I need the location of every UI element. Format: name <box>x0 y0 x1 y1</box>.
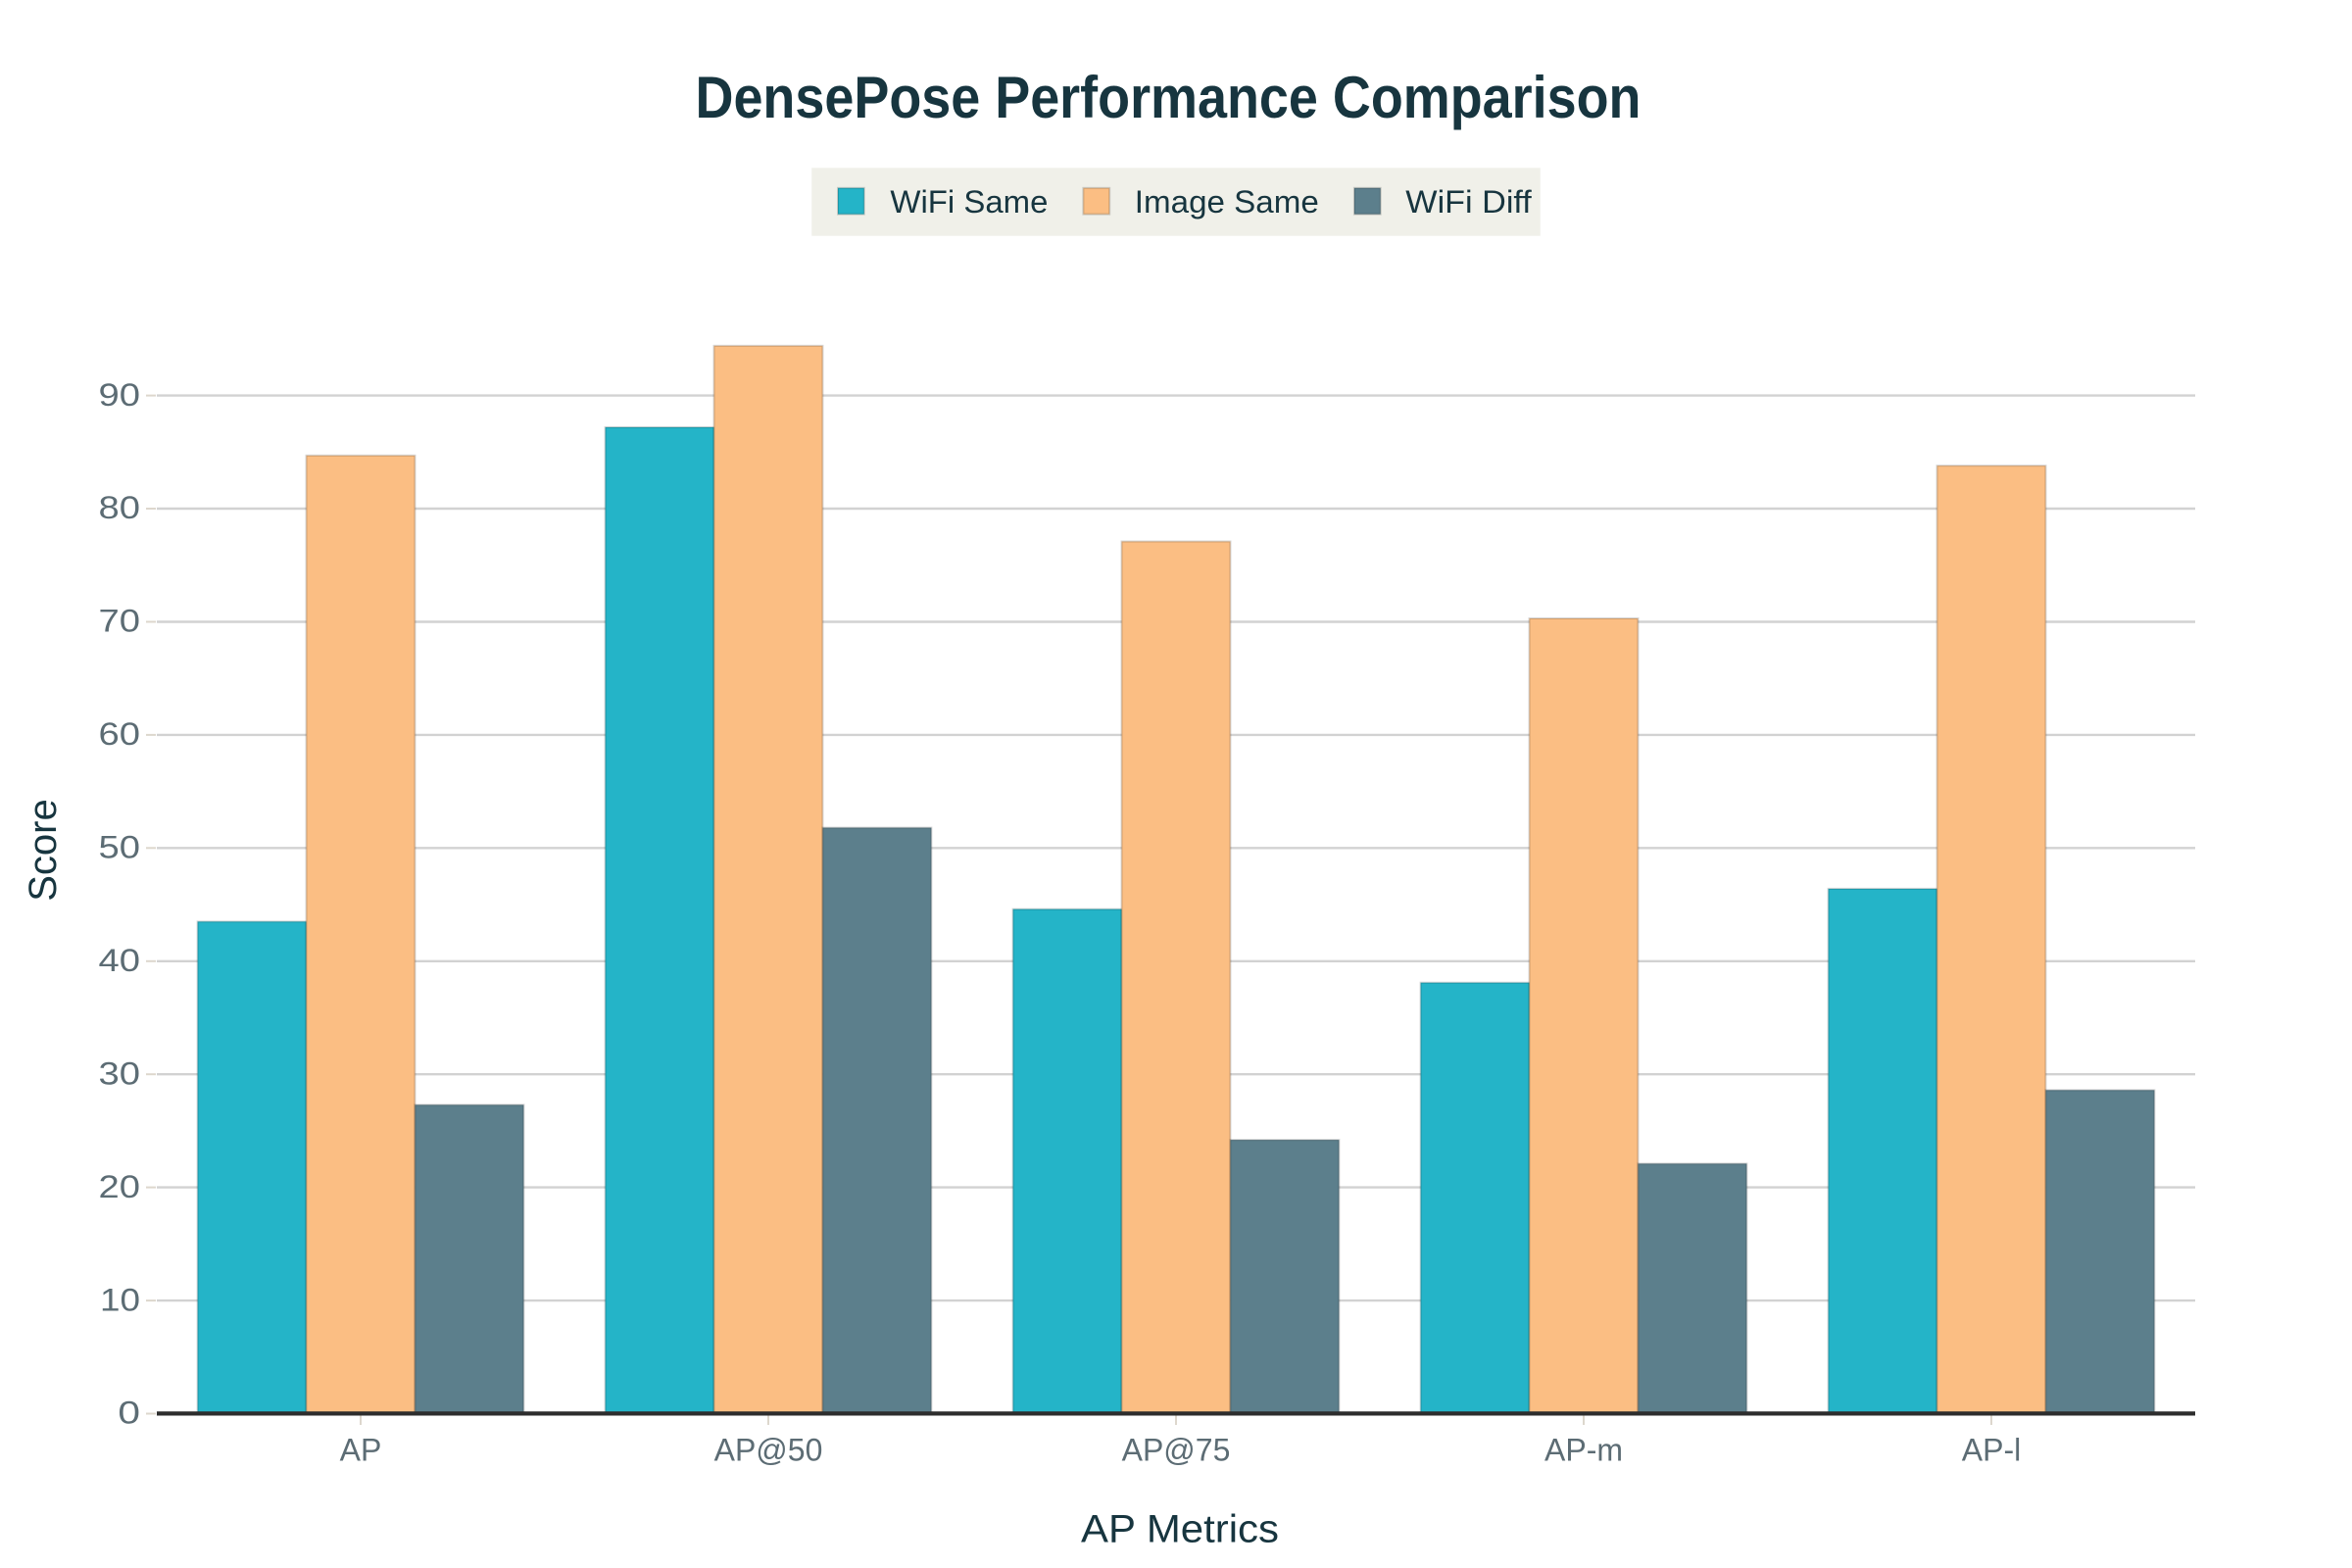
svg-text:AP@75: AP@75 <box>1122 1432 1231 1467</box>
svg-text:AP: AP <box>340 1432 382 1467</box>
svg-text:80: 80 <box>99 490 141 525</box>
svg-text:20: 20 <box>99 1169 141 1204</box>
svg-text:WiFi Diff: WiFi Diff <box>1405 184 1532 220</box>
svg-text:90: 90 <box>99 377 141 413</box>
svg-text:AP-m: AP-m <box>1544 1432 1623 1467</box>
svg-text:50: 50 <box>99 830 141 865</box>
svg-text:WiFi Same: WiFi Same <box>890 184 1048 220</box>
svg-text:10: 10 <box>100 1282 140 1317</box>
svg-text:40: 40 <box>99 943 141 978</box>
svg-text:AP@50: AP@50 <box>714 1432 823 1467</box>
svg-text:AP-l: AP-l <box>1962 1432 2021 1467</box>
svg-text:DensePose Performance Comparis: DensePose Performance Comparison <box>696 65 1642 130</box>
svg-text:30: 30 <box>99 1055 141 1091</box>
svg-text:60: 60 <box>99 716 141 752</box>
svg-text:70: 70 <box>99 604 141 639</box>
svg-text:AP Metrics: AP Metrics <box>1081 1508 1279 1551</box>
svg-text:Score: Score <box>22 799 65 902</box>
svg-text:0: 0 <box>118 1396 140 1431</box>
svg-text:Image Same: Image Same <box>1135 184 1319 220</box>
